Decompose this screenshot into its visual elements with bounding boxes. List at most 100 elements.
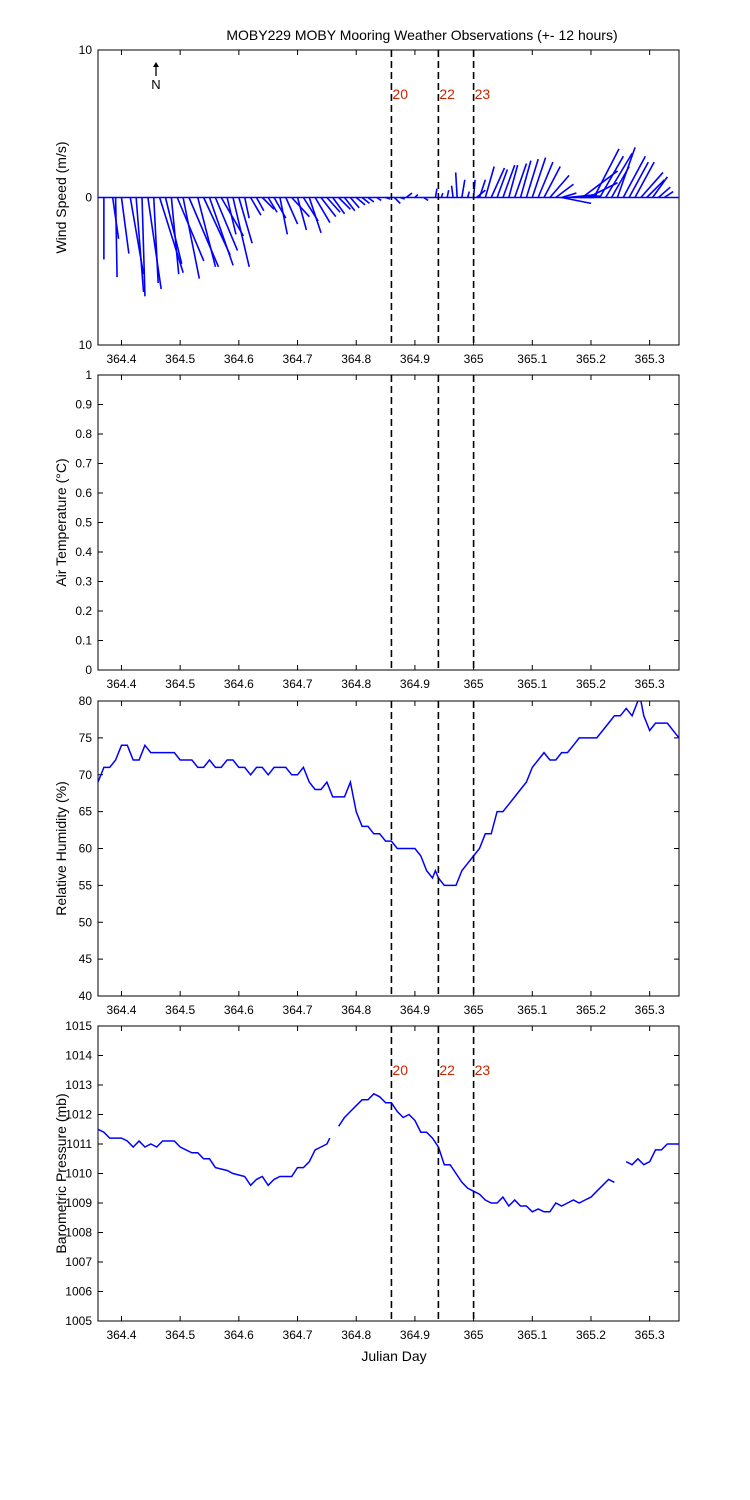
y-tick-label: 75 <box>79 731 93 745</box>
x-tick-label: 365.1 <box>517 677 547 691</box>
panel-1: 364.4 364.5 364.6 364.7 364.8 364.9 365 365.1 36… <box>53 43 680 366</box>
figure-title: MOBY229 MOBY Mooring Weather Observation… <box>226 27 617 43</box>
wind-vector <box>502 164 516 198</box>
x-tick-label: 365.3 <box>635 1003 665 1017</box>
wind-vector <box>423 196 429 202</box>
x-tick-label: 364.6 <box>224 677 254 691</box>
axes-frame <box>97 374 680 671</box>
wind-vector <box>320 197 337 218</box>
y-tick-label: 1011 <box>66 1137 92 1151</box>
y-tick-label: 50 <box>79 915 93 929</box>
y-tick-label: 60 <box>79 842 93 856</box>
event-marker-label: 23 <box>475 1062 491 1078</box>
wind-vector <box>549 174 570 199</box>
wind-vector <box>376 196 382 202</box>
x-tick-label: 364.6 <box>224 352 254 366</box>
y-tick-label: 10 <box>79 43 93 57</box>
wind-vector <box>593 148 620 198</box>
x-tick-label: 364.5 <box>165 1328 195 1342</box>
wind-vector <box>537 161 554 198</box>
x-tick-label: 364.9 <box>400 677 430 691</box>
wind-vector <box>651 176 668 198</box>
wind-vector <box>454 172 458 198</box>
wind-vector <box>640 171 664 199</box>
wind-vector <box>361 196 370 205</box>
wind-vector <box>461 179 466 198</box>
x-tick-label: 365.3 <box>635 352 665 366</box>
x-tick-label: 364.8 <box>341 1328 371 1342</box>
y-tick-label: 0.1 <box>75 634 92 648</box>
wind-vector <box>326 196 341 213</box>
wind-vector <box>399 196 405 200</box>
data-layer <box>98 1092 679 1213</box>
x-tick-label: 364.4 <box>106 352 136 366</box>
y-tick-label: 0.6 <box>75 486 92 500</box>
y-tick-label: 1015 <box>65 1019 92 1033</box>
y-axis-label: Wind Speed (m/s) <box>53 141 69 253</box>
wind-vector <box>496 169 509 198</box>
x-tick-label: 364.5 <box>165 1003 195 1017</box>
x-tick-label: 364.9 <box>400 1328 430 1342</box>
x-tick-label: 364.8 <box>341 677 371 691</box>
wind-vector <box>484 166 495 198</box>
y-tick-label: 0.3 <box>75 575 92 589</box>
y-tick-label: 1014 <box>65 1049 92 1063</box>
wind-vector <box>188 197 220 268</box>
y-tick-label: 1007 <box>65 1255 92 1269</box>
wind-vector <box>604 152 633 198</box>
wind-vector <box>141 197 146 297</box>
wind-vector <box>519 160 532 198</box>
y-tick-label: 0.4 <box>75 545 92 559</box>
y-tick-label: 0.8 <box>75 427 92 441</box>
y-tick-label: 0 <box>85 663 92 677</box>
wind-vector <box>261 196 275 210</box>
wind-vector <box>393 196 401 204</box>
y-tick-label: 10 <box>79 338 93 352</box>
wind-vector <box>267 197 278 213</box>
wind-vector <box>226 197 237 235</box>
wind-vector <box>508 164 519 198</box>
wind-vector <box>255 197 265 212</box>
y-tick-label: 55 <box>79 878 93 892</box>
wind-vector <box>338 196 351 210</box>
event-marker-label: 20 <box>392 1062 408 1078</box>
wind-vector <box>543 166 561 198</box>
y-tick-label: 65 <box>79 805 93 819</box>
series-line <box>337 1092 615 1213</box>
y-tick-label: 0.9 <box>75 398 92 412</box>
wind-vector <box>120 197 130 254</box>
wind-vector <box>599 155 625 198</box>
wind-vector <box>446 189 450 198</box>
wind-vector <box>308 197 322 234</box>
y-tick-label: 40 <box>79 989 93 1003</box>
north-arrow-head-icon <box>153 62 159 67</box>
x-axis-label: Julian Day <box>361 1348 426 1364</box>
wind-vector <box>332 197 346 215</box>
panel-2: 364.4 364.5 364.6 364.7 364.8 364.9 365 365.1 36… <box>53 368 680 691</box>
axes-frame <box>97 700 680 997</box>
x-tick-label: 364.9 <box>400 352 430 366</box>
wind-vector <box>628 161 649 198</box>
x-tick-label: 364.6 <box>224 1328 254 1342</box>
y-tick-label: 45 <box>79 952 93 966</box>
wind-vector <box>243 197 250 219</box>
x-tick-label: 365.3 <box>635 677 665 691</box>
wind-vector <box>182 197 201 279</box>
wind-vector <box>634 161 655 198</box>
x-tick-label: 365.1 <box>517 1003 547 1017</box>
event-marker-label: 23 <box>475 86 491 102</box>
wind-vector <box>531 157 547 198</box>
y-tick-label: 0.5 <box>75 516 92 530</box>
x-tick-label: 365 <box>464 1003 484 1017</box>
x-tick-label: 365.2 <box>576 677 606 691</box>
wind-vector <box>513 163 528 198</box>
wind-vector <box>296 197 308 231</box>
wind-vector <box>285 197 299 225</box>
wind-vector <box>646 179 665 199</box>
wind-vector <box>135 197 145 292</box>
x-tick-label: 365.1 <box>517 1328 547 1342</box>
wind-vector <box>414 193 419 199</box>
wind-vector <box>561 192 577 199</box>
wind-vector <box>176 197 205 262</box>
